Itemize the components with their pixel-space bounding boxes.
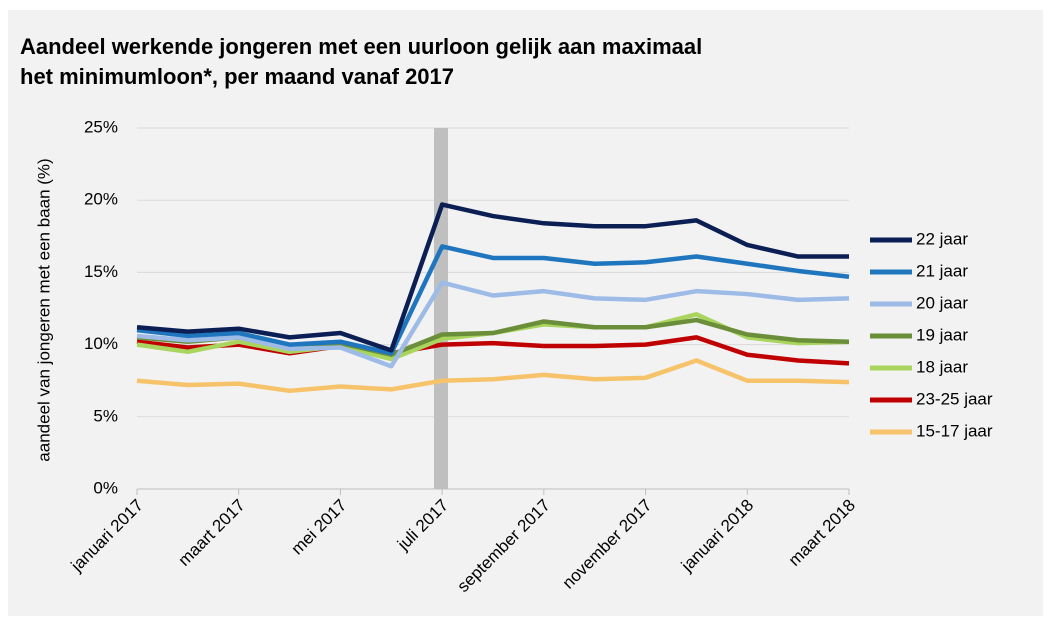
y-tick-label: 0%: [93, 478, 118, 497]
chart-background: [8, 10, 1043, 616]
legend-label: 21 jaar: [916, 261, 968, 280]
chart-title: Aandeel werkende jongeren met een uurloo…: [20, 34, 702, 59]
series-line: [136, 202, 849, 353]
legend-label: 20 jaar: [916, 293, 968, 312]
y-tick-label: 15%: [84, 262, 118, 281]
legend-label: 22 jaar: [916, 229, 968, 248]
series-line: [136, 280, 850, 369]
legend-label: 15-17 jaar: [916, 421, 993, 440]
y-tick-label: 25%: [84, 117, 118, 136]
y-tick-label: 20%: [84, 190, 118, 209]
series-line: [136, 335, 850, 366]
legend-label: 18 jaar: [916, 357, 968, 376]
highlight-band: [434, 128, 448, 489]
chart-title: het minimumloon*, per maand vanaf 2017: [20, 64, 454, 89]
y-tick-label: 5%: [93, 406, 118, 425]
y-tick-label: 10%: [84, 334, 118, 353]
y-axis-label: aandeel van jongeren met een baan (%): [34, 158, 53, 461]
legend-label: 19 jaar: [916, 325, 968, 344]
series-line: [136, 244, 850, 356]
legend-label: 23-25 jaar: [916, 389, 993, 408]
series-line: [136, 358, 850, 394]
